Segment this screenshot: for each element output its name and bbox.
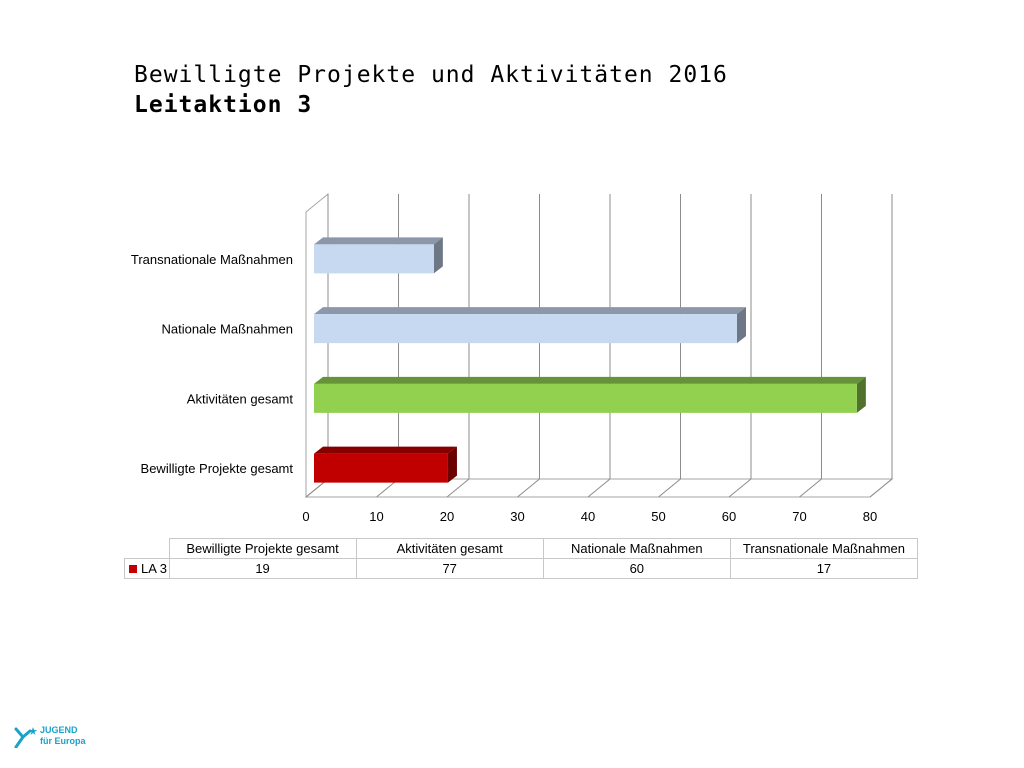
bar-top-1 xyxy=(314,376,866,384)
bar-top-3 xyxy=(314,237,443,245)
bar-side-2 xyxy=(737,307,746,344)
floor-line-50 xyxy=(658,478,681,498)
floor-line-80 xyxy=(869,478,893,498)
bar-top-2 xyxy=(314,307,746,315)
bar-2 xyxy=(314,314,737,344)
floor-line-60 xyxy=(728,478,752,498)
data-table-header-row: Bewilligte Projekte gesamt Aktivitäten g… xyxy=(124,538,919,559)
floor-line-20 xyxy=(446,478,470,498)
data-table-value-3: 17 xyxy=(729,558,919,579)
chart-title: Bewilligte Projekte und Aktivitäten 2016… xyxy=(134,60,728,120)
logo-mark-icon xyxy=(14,727,37,748)
x-tick-label-50: 50 xyxy=(651,509,665,524)
title-line-1: Bewilligte Projekte und Aktivitäten 2016 xyxy=(134,62,728,88)
x-tick-label-30: 30 xyxy=(510,509,524,524)
data-table-value-1: 77 xyxy=(355,558,544,579)
bar-3 xyxy=(314,244,434,274)
bar-side-3 xyxy=(433,237,443,274)
data-table-header-3: Transnationale Maßnahmen xyxy=(729,538,919,559)
x-tick-label-40: 40 xyxy=(581,509,595,524)
jugend-fuer-europa-logo: JUGEND für Europa xyxy=(14,724,104,750)
x-tick-label-20: 20 xyxy=(440,509,454,524)
category-label-3: Transnationale Maßnahmen xyxy=(131,252,293,267)
category-label-1: Aktivitäten gesamt xyxy=(187,391,294,406)
logo-text-line-2: für Europa xyxy=(40,736,86,746)
bar-side-1 xyxy=(856,376,866,413)
data-table-value-2: 60 xyxy=(542,558,731,579)
x-tick-label-60: 60 xyxy=(722,509,736,524)
data-table-row: LA 3 19 77 60 17 xyxy=(124,558,919,579)
series-name: LA 3 xyxy=(141,561,168,576)
logo-text-line-1: JUGEND xyxy=(40,725,78,735)
title-line-2: Leitaktion 3 xyxy=(134,92,313,118)
data-table-value-0: 19 xyxy=(168,558,357,579)
category-label-0: Bewilligte Projekte gesamt xyxy=(141,461,294,476)
x-tick-label-70: 70 xyxy=(792,509,806,524)
bar-top-0 xyxy=(314,446,457,454)
bar-side-0 xyxy=(447,446,457,483)
data-table: Bewilligte Projekte gesamt Aktivitäten g… xyxy=(124,538,919,579)
bar-0 xyxy=(314,453,448,483)
bar-chart: 0 10 20 30 40 50 60 70 80 Bewilligte Projekte ges… xyxy=(131,192,894,524)
x-tick-label-0: 0 xyxy=(302,509,309,524)
data-table-header-1: Aktivitäten gesamt xyxy=(355,538,544,559)
data-table-header-2: Nationale Maßnahmen xyxy=(542,538,731,559)
data-table-header-0: Bewilligte Projekte gesamt xyxy=(168,538,357,559)
data-table-series-cell: LA 3 xyxy=(124,558,170,579)
floor-line-30 xyxy=(517,478,540,498)
category-label-2: Nationale Maßnahmen xyxy=(161,322,293,337)
floor-line-40 xyxy=(587,478,611,498)
floor-line-70 xyxy=(799,478,822,498)
bar-1 xyxy=(314,383,857,413)
data-table-corner xyxy=(124,538,170,559)
legend-swatch xyxy=(129,564,137,573)
x-tick-label-80: 80 xyxy=(863,509,877,524)
x-tick-label-10: 10 xyxy=(369,509,383,524)
